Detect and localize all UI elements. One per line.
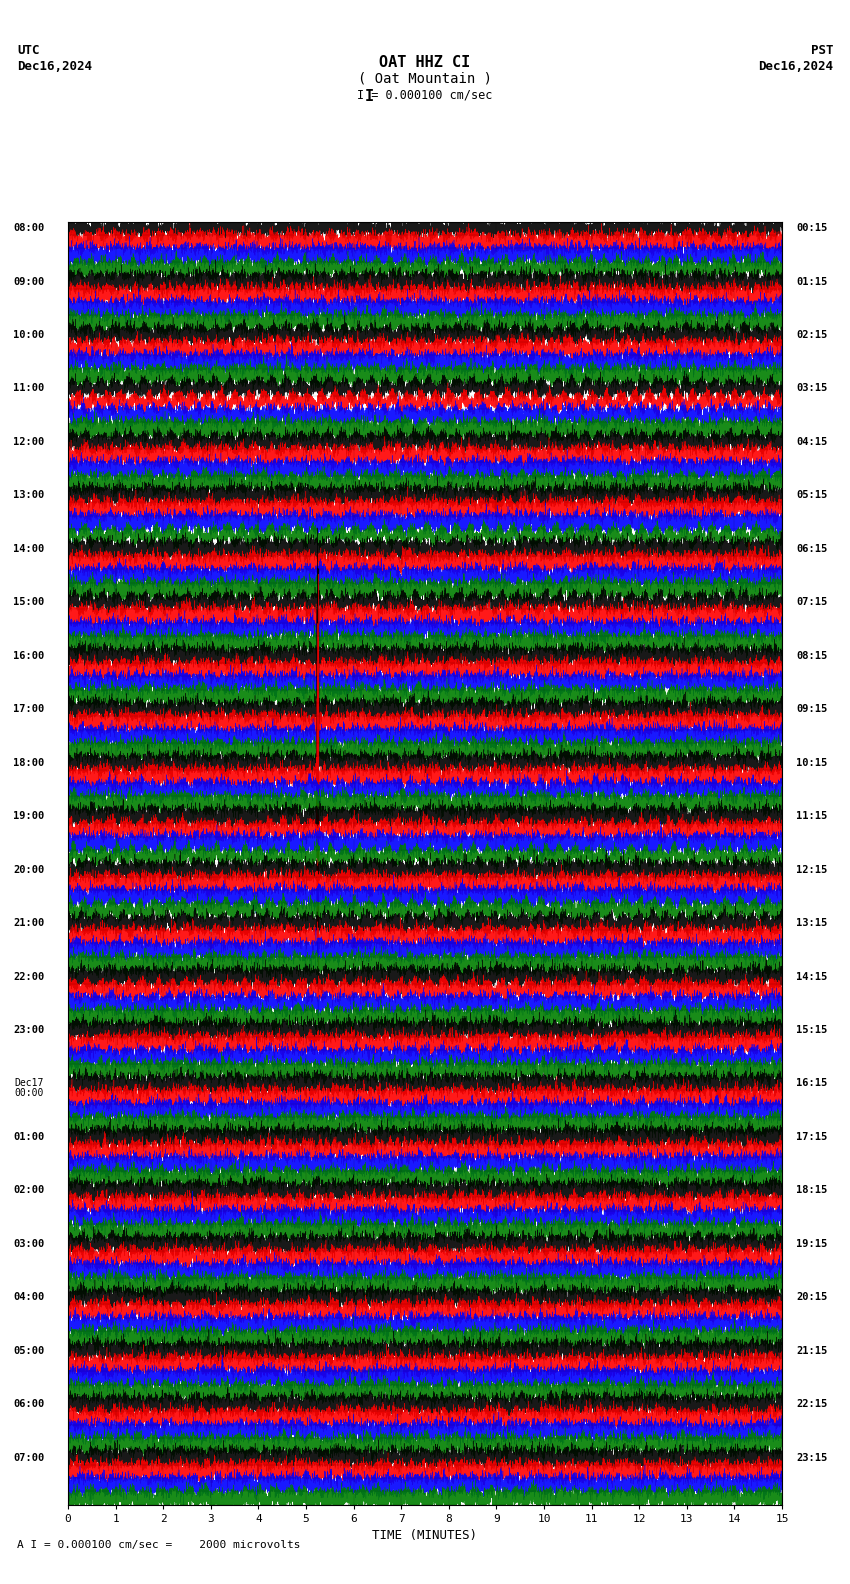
Text: A I = 0.000100 cm/sec =    2000 microvolts: A I = 0.000100 cm/sec = 2000 microvolts [17, 1540, 301, 1549]
Text: 02:15: 02:15 [796, 329, 828, 341]
Text: 22:15: 22:15 [796, 1399, 828, 1410]
Text: 22:00: 22:00 [13, 971, 44, 982]
Text: 01:15: 01:15 [796, 277, 828, 287]
Text: 01:00: 01:00 [13, 1133, 44, 1142]
Text: OAT HHZ CI: OAT HHZ CI [379, 55, 471, 70]
Text: 08:15: 08:15 [796, 651, 828, 661]
Text: 16:15: 16:15 [796, 1079, 828, 1088]
Text: 07:00: 07:00 [13, 1453, 44, 1462]
Text: 21:15: 21:15 [796, 1346, 828, 1356]
Text: 23:15: 23:15 [796, 1453, 828, 1462]
Text: 11:00: 11:00 [13, 383, 44, 393]
Text: 14:00: 14:00 [13, 543, 44, 554]
Text: 21:00: 21:00 [13, 919, 44, 928]
Text: 12:00: 12:00 [13, 437, 44, 447]
Text: 00:15: 00:15 [796, 223, 828, 233]
Text: 10:00: 10:00 [13, 329, 44, 341]
Text: 05:15: 05:15 [796, 491, 828, 501]
Text: 09:00: 09:00 [13, 277, 44, 287]
Text: 14:15: 14:15 [796, 971, 828, 982]
Text: 12:15: 12:15 [796, 865, 828, 874]
Text: 13:00: 13:00 [13, 491, 44, 501]
Text: I: I [365, 89, 374, 103]
Text: 20:00: 20:00 [13, 865, 44, 874]
Text: ( Oat Mountain ): ( Oat Mountain ) [358, 71, 492, 86]
Text: 04:15: 04:15 [796, 437, 828, 447]
Text: 10:15: 10:15 [796, 757, 828, 768]
Text: UTC: UTC [17, 44, 39, 57]
Text: PST: PST [811, 44, 833, 57]
Text: 17:00: 17:00 [13, 705, 44, 714]
Text: 07:15: 07:15 [796, 597, 828, 607]
Text: 11:15: 11:15 [796, 811, 828, 821]
Text: 17:15: 17:15 [796, 1133, 828, 1142]
Text: I = 0.000100 cm/sec: I = 0.000100 cm/sec [357, 89, 493, 101]
Text: 23:00: 23:00 [13, 1025, 44, 1034]
Text: 03:15: 03:15 [796, 383, 828, 393]
Text: 03:00: 03:00 [13, 1239, 44, 1248]
Text: 09:15: 09:15 [796, 705, 828, 714]
Text: Dec17: Dec17 [14, 1079, 44, 1088]
Text: 04:00: 04:00 [13, 1293, 44, 1302]
Text: Dec16,2024: Dec16,2024 [758, 60, 833, 73]
Text: 08:00: 08:00 [13, 223, 44, 233]
Text: 13:15: 13:15 [796, 919, 828, 928]
Text: 15:00: 15:00 [13, 597, 44, 607]
Text: 18:15: 18:15 [796, 1185, 828, 1196]
Text: 20:15: 20:15 [796, 1293, 828, 1302]
Text: 00:00: 00:00 [14, 1088, 44, 1098]
X-axis label: TIME (MINUTES): TIME (MINUTES) [372, 1530, 478, 1543]
Text: 19:15: 19:15 [796, 1239, 828, 1248]
Text: 06:00: 06:00 [13, 1399, 44, 1410]
Text: 15:15: 15:15 [796, 1025, 828, 1034]
Text: 05:00: 05:00 [13, 1346, 44, 1356]
Text: 06:15: 06:15 [796, 543, 828, 554]
Text: 16:00: 16:00 [13, 651, 44, 661]
Text: Dec16,2024: Dec16,2024 [17, 60, 92, 73]
Text: 02:00: 02:00 [13, 1185, 44, 1196]
Text: 18:00: 18:00 [13, 757, 44, 768]
Text: 19:00: 19:00 [13, 811, 44, 821]
